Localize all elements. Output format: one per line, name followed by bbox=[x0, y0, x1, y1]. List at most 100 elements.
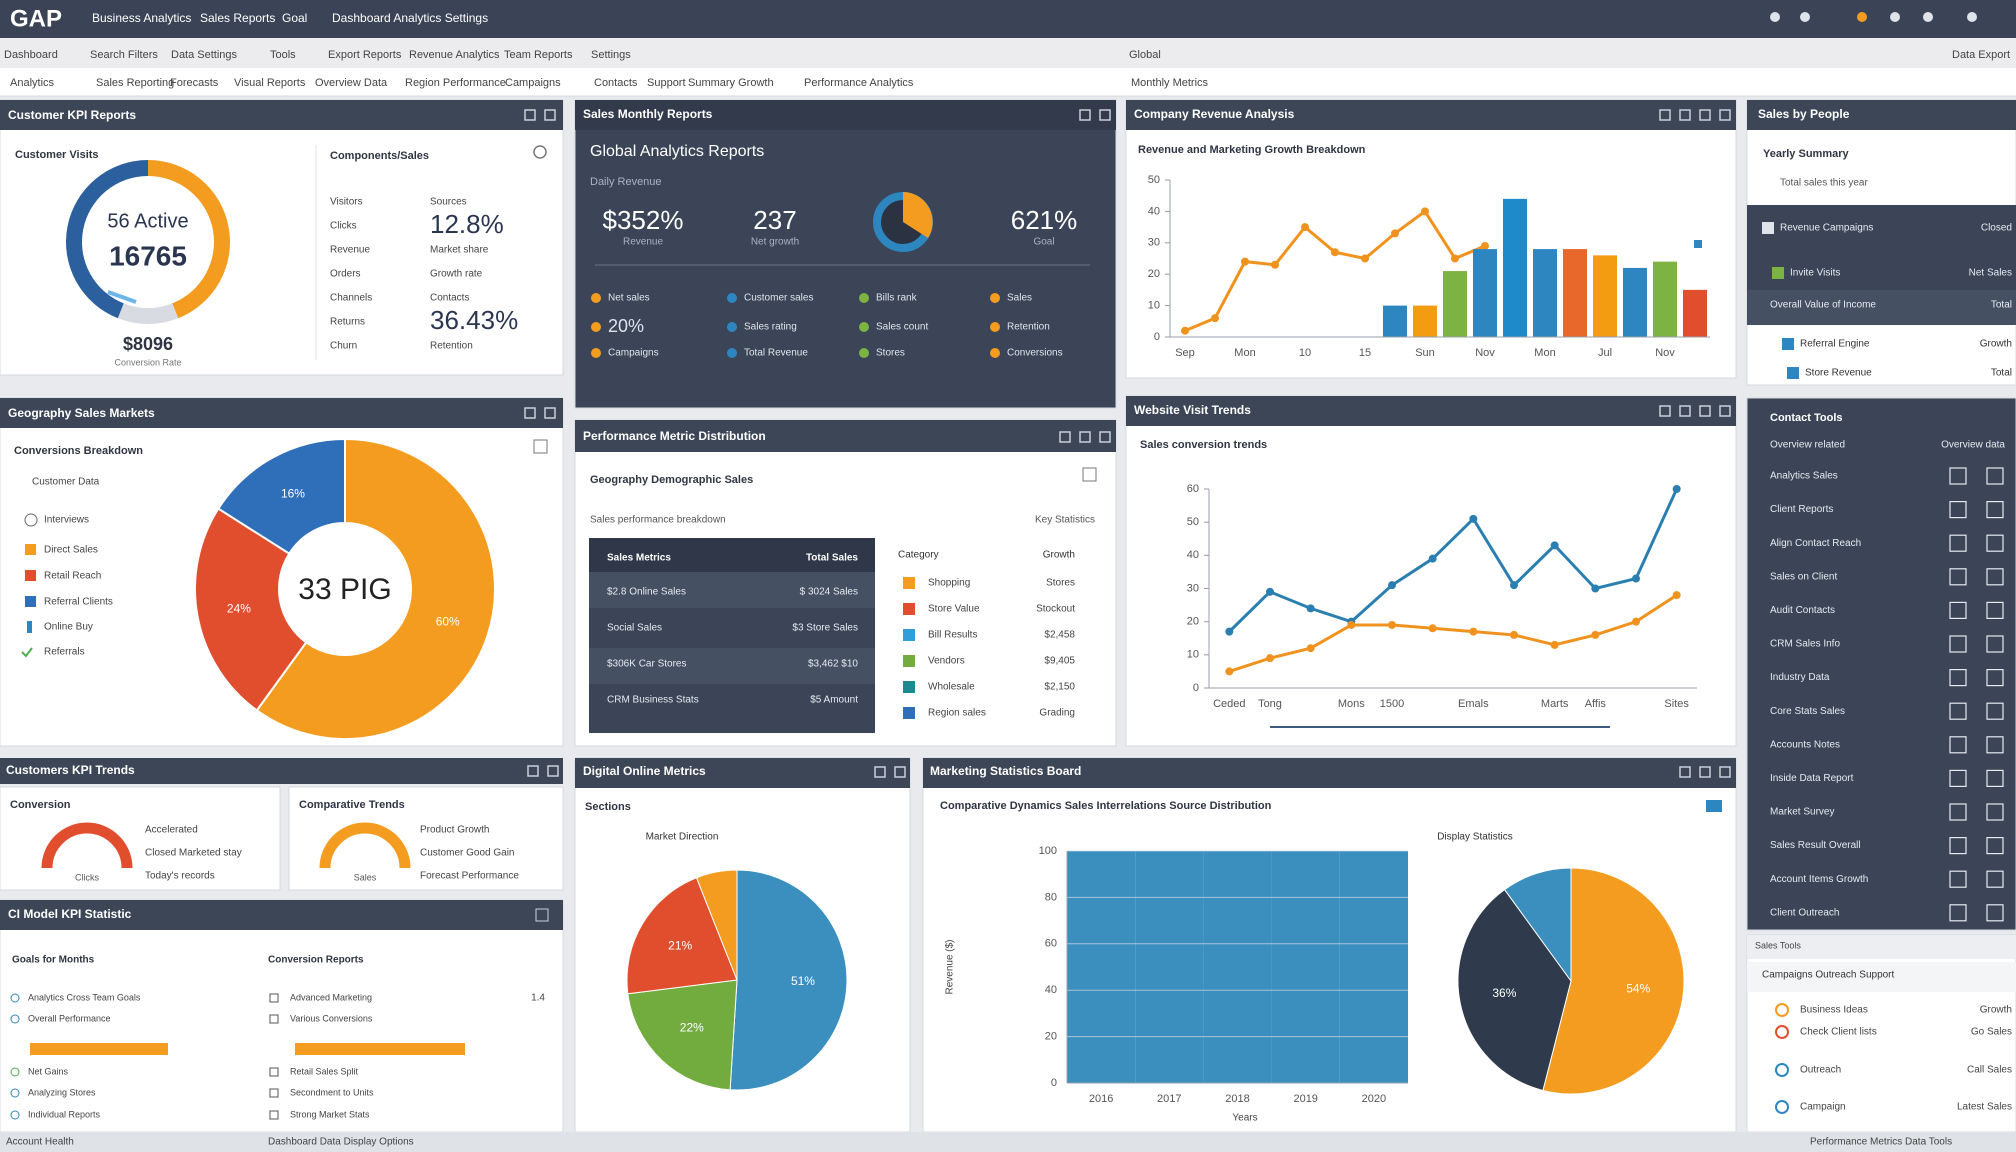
top-icon[interactable] bbox=[1857, 12, 1867, 22]
card bbox=[0, 786, 281, 891]
header-icon[interactable] bbox=[1099, 431, 1111, 443]
label: 1.4 bbox=[531, 993, 545, 1004]
toolbar-item[interactable]: Revenue Analytics bbox=[409, 49, 500, 61]
header-icon[interactable] bbox=[1679, 109, 1691, 121]
list-item: Individual Reports bbox=[28, 1109, 101, 1119]
footer-item[interactable]: Dashboard Data Display Options bbox=[268, 1137, 414, 1148]
header-icon[interactable] bbox=[1719, 766, 1731, 778]
table-cell: CRM Business Stats bbox=[607, 695, 699, 706]
tab[interactable]: Monthly Metrics bbox=[1131, 77, 1209, 89]
tab[interactable]: Performance Analytics bbox=[804, 77, 914, 89]
tab[interactable]: Overview Data bbox=[315, 77, 388, 89]
label: Overview related bbox=[1770, 440, 1845, 451]
tool-icon bbox=[1986, 870, 2004, 888]
tab[interactable]: Contacts bbox=[594, 77, 638, 89]
header-icon[interactable] bbox=[544, 407, 556, 419]
toolbar-item[interactable]: Dashboard bbox=[4, 49, 58, 61]
list-swatch bbox=[903, 681, 915, 693]
row-value: Go Sales bbox=[1971, 1027, 2012, 1038]
header-icon[interactable] bbox=[524, 109, 536, 121]
data-label: 60% bbox=[436, 615, 460, 629]
menu-item[interactable]: Dashboard Analytics Settings bbox=[332, 11, 488, 25]
x-tick-label: Affis bbox=[1585, 698, 1607, 710]
x-tick-label: Nov bbox=[1655, 347, 1675, 359]
header-icon[interactable] bbox=[1719, 109, 1731, 121]
top-icon[interactable] bbox=[1967, 12, 1977, 22]
legend-swatch bbox=[25, 596, 36, 607]
top-icon[interactable] bbox=[1890, 12, 1900, 22]
header-icon[interactable] bbox=[1679, 405, 1691, 417]
point bbox=[1347, 620, 1356, 629]
toolbar-item[interactable]: Settings bbox=[591, 49, 631, 61]
header-icon[interactable] bbox=[1699, 405, 1711, 417]
header-icon[interactable] bbox=[547, 765, 559, 777]
header-icon[interactable] bbox=[1719, 405, 1731, 417]
tab[interactable]: Forecasts bbox=[170, 77, 219, 89]
header-icon[interactable] bbox=[1699, 109, 1711, 121]
list-item: Analytics Cross Team Goals bbox=[28, 992, 141, 1002]
list-label: Vendors bbox=[928, 656, 965, 667]
header-icon[interactable] bbox=[874, 766, 886, 778]
legend-label: Referrals bbox=[44, 647, 85, 658]
header-icon[interactable] bbox=[1679, 766, 1691, 778]
menu-item[interactable]: Business Analytics bbox=[92, 11, 191, 25]
menu-item[interactable]: Goal bbox=[282, 11, 307, 25]
item-icon bbox=[269, 1014, 279, 1024]
tab[interactable]: Sales Reporting bbox=[96, 77, 174, 89]
item-icon bbox=[990, 322, 1000, 332]
header-icon[interactable] bbox=[1659, 109, 1671, 121]
row-label: Churn bbox=[330, 341, 357, 352]
header-icon[interactable] bbox=[527, 765, 539, 777]
toolbar-item[interactable]: Data Settings bbox=[171, 49, 238, 61]
toolbar-item[interactable]: Search Filters bbox=[90, 49, 158, 61]
panel-title: Performance Metric Distribution bbox=[583, 429, 766, 443]
toolbar-item[interactable]: Tools bbox=[270, 49, 296, 61]
footer-item[interactable]: Account Health bbox=[6, 1137, 74, 1148]
label: Key Statistics bbox=[1035, 515, 1095, 526]
row-label: Overall Value of Income bbox=[1770, 300, 1876, 311]
tab[interactable]: Visual Reports bbox=[234, 77, 306, 89]
search-icon[interactable] bbox=[533, 145, 547, 159]
data-label: 22% bbox=[680, 1020, 704, 1034]
toolbar-item[interactable]: Team Reports bbox=[504, 49, 573, 61]
header-icon[interactable] bbox=[544, 109, 556, 121]
footer-item[interactable]: Performance Metrics Data Tools bbox=[1810, 1137, 1952, 1148]
panel-header bbox=[923, 758, 1736, 788]
tab[interactable]: Region Performance bbox=[405, 77, 506, 89]
menu-item[interactable]: Sales Reports bbox=[200, 11, 275, 25]
label: Components/Sales bbox=[330, 150, 429, 162]
table-cell: $2.8 Online Sales bbox=[607, 587, 686, 598]
toolbar-item[interactable]: Global bbox=[1129, 49, 1161, 61]
item-icon bbox=[10, 1088, 20, 1098]
header-icon[interactable] bbox=[1099, 109, 1111, 121]
tab[interactable]: Summary Growth bbox=[688, 77, 774, 89]
tool-icon bbox=[1986, 568, 2004, 586]
x-tick-label: 2019 bbox=[1293, 1093, 1317, 1105]
bar bbox=[1503, 198, 1527, 337]
tab[interactable]: Campaigns bbox=[505, 77, 561, 89]
x-tick-label: 2016 bbox=[1089, 1093, 1113, 1105]
toolbar-item[interactable]: Data Export bbox=[1952, 49, 2010, 61]
y-tick-label: 40 bbox=[1148, 205, 1160, 217]
tab[interactable]: Analytics bbox=[10, 77, 55, 89]
point bbox=[1306, 644, 1315, 653]
point bbox=[1469, 627, 1478, 636]
table-cell: $3 Store Sales bbox=[792, 623, 858, 634]
card-title: Comparative Trends bbox=[299, 799, 405, 811]
point bbox=[1181, 326, 1189, 335]
panel bbox=[574, 99, 1117, 409]
header-icon[interactable] bbox=[894, 766, 906, 778]
point bbox=[1241, 257, 1249, 266]
header-icon[interactable] bbox=[1659, 405, 1671, 417]
top-icon[interactable] bbox=[1800, 12, 1810, 22]
header-icon[interactable] bbox=[524, 407, 536, 419]
header-icon[interactable] bbox=[1059, 431, 1071, 443]
top-icon[interactable] bbox=[1923, 12, 1933, 22]
toolbar-item[interactable]: Export Reports bbox=[328, 49, 402, 61]
header-icon[interactable] bbox=[1699, 766, 1711, 778]
header-icon[interactable] bbox=[1079, 109, 1091, 121]
tab[interactable]: Support bbox=[647, 77, 686, 89]
header-icon[interactable] bbox=[1079, 431, 1091, 443]
top-icon[interactable] bbox=[1770, 12, 1780, 22]
